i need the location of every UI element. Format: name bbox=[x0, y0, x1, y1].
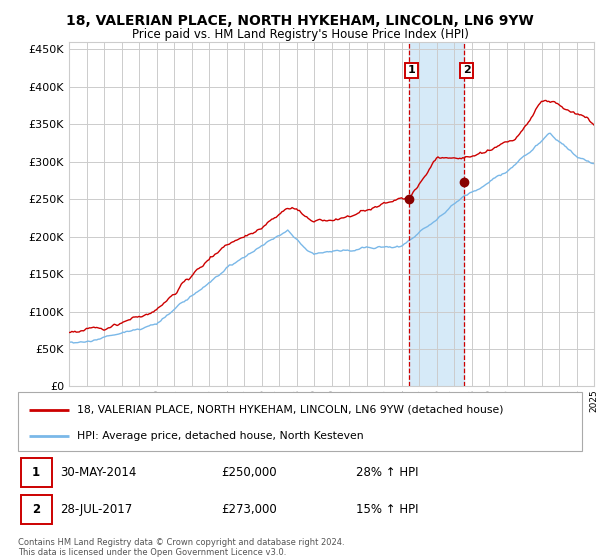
FancyBboxPatch shape bbox=[18, 392, 582, 451]
Text: Price paid vs. HM Land Registry's House Price Index (HPI): Price paid vs. HM Land Registry's House … bbox=[131, 28, 469, 41]
Text: 1: 1 bbox=[32, 466, 40, 479]
Bar bbox=[409, 42, 464, 386]
Text: 28% ↑ HPI: 28% ↑ HPI bbox=[356, 466, 419, 479]
FancyBboxPatch shape bbox=[21, 495, 52, 524]
Text: 18, VALERIAN PLACE, NORTH HYKEHAM, LINCOLN, LN6 9YW (detached house): 18, VALERIAN PLACE, NORTH HYKEHAM, LINCO… bbox=[77, 405, 504, 414]
Text: Contains HM Land Registry data © Crown copyright and database right 2024.
This d: Contains HM Land Registry data © Crown c… bbox=[18, 538, 344, 557]
FancyBboxPatch shape bbox=[21, 458, 52, 487]
Text: £273,000: £273,000 bbox=[221, 503, 277, 516]
Text: 1: 1 bbox=[407, 66, 415, 76]
Text: 30-MAY-2014: 30-MAY-2014 bbox=[60, 466, 137, 479]
Text: 2: 2 bbox=[32, 503, 40, 516]
Text: £250,000: £250,000 bbox=[221, 466, 277, 479]
Text: HPI: Average price, detached house, North Kesteven: HPI: Average price, detached house, Nort… bbox=[77, 431, 364, 441]
Text: 18, VALERIAN PLACE, NORTH HYKEHAM, LINCOLN, LN6 9YW: 18, VALERIAN PLACE, NORTH HYKEHAM, LINCO… bbox=[66, 14, 534, 28]
Text: 2: 2 bbox=[463, 66, 470, 76]
Text: 15% ↑ HPI: 15% ↑ HPI bbox=[356, 503, 419, 516]
Text: 28-JUL-2017: 28-JUL-2017 bbox=[60, 503, 133, 516]
